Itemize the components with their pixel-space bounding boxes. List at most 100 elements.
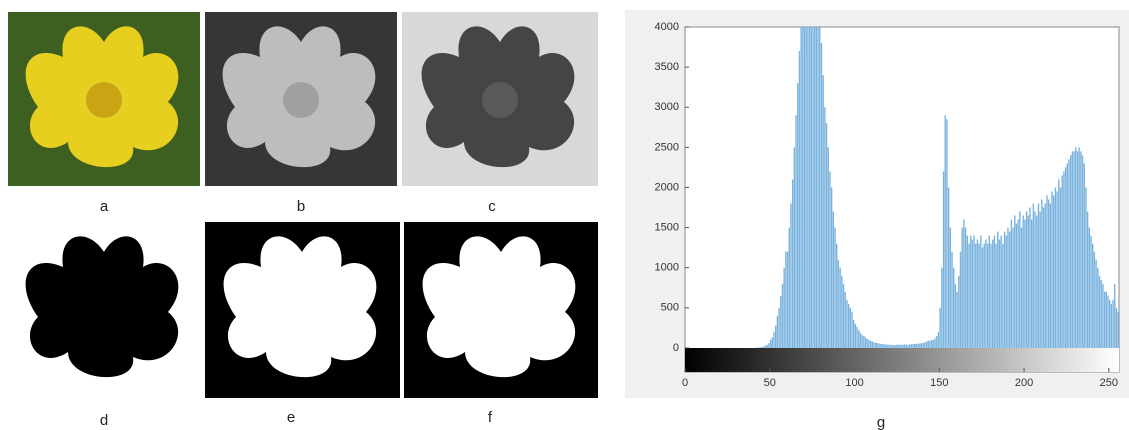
- bar: [802, 0, 803, 348]
- bar: [772, 338, 773, 348]
- bar: [909, 344, 910, 348]
- bar: [783, 268, 784, 348]
- bar: [1012, 228, 1013, 348]
- bar: [838, 260, 839, 348]
- bar: [946, 119, 947, 348]
- bar: [873, 342, 874, 348]
- bar: [1106, 292, 1107, 348]
- bar: [1033, 204, 1034, 348]
- bar: [919, 344, 920, 348]
- bar: [1085, 187, 1086, 347]
- bar: [887, 345, 888, 348]
- bar: [817, 11, 818, 348]
- bar: [943, 171, 944, 348]
- bar: [936, 336, 937, 348]
- bar: [907, 345, 908, 348]
- bar: [945, 115, 946, 348]
- bar: [1097, 268, 1098, 348]
- bar: [924, 342, 925, 348]
- bar: [1101, 280, 1102, 348]
- bar: [1067, 163, 1068, 348]
- bar: [809, 0, 810, 348]
- bar: [767, 345, 768, 348]
- image-b: [205, 12, 397, 186]
- bar: [1111, 304, 1112, 348]
- bar: [795, 115, 796, 348]
- bar: [765, 346, 766, 348]
- bar: [785, 252, 786, 348]
- bar: [929, 341, 930, 348]
- bar: [1056, 191, 1057, 347]
- bar: [1036, 216, 1037, 348]
- bar: [926, 342, 927, 348]
- bar: [975, 244, 976, 348]
- bar: [860, 333, 861, 348]
- bar: [1063, 171, 1064, 348]
- bar: [892, 345, 893, 348]
- bar: [861, 335, 862, 348]
- x-tick-label: 50: [764, 377, 776, 389]
- bar: [1090, 236, 1091, 348]
- bar: [804, 0, 805, 348]
- bar: [967, 236, 968, 348]
- bar: [1039, 212, 1040, 348]
- bar: [780, 296, 781, 348]
- bar: [1060, 187, 1061, 347]
- bar: [1023, 216, 1024, 348]
- bar: [821, 43, 822, 348]
- bar: [1109, 300, 1110, 348]
- bar: [789, 228, 790, 348]
- bar: [812, 0, 813, 348]
- bar: [836, 244, 837, 348]
- bar: [878, 344, 879, 348]
- bar: [1094, 252, 1095, 348]
- bar: [1009, 232, 1010, 348]
- bar: [1004, 232, 1005, 348]
- bar: [928, 341, 929, 348]
- bar: [1031, 220, 1032, 348]
- bar: [822, 75, 823, 348]
- bar: [872, 342, 873, 348]
- y-tick-label: 1000: [655, 262, 679, 274]
- bar: [899, 345, 900, 348]
- bar: [1021, 228, 1022, 348]
- bar: [985, 240, 986, 348]
- bar: [828, 147, 829, 348]
- bar: [1099, 276, 1100, 348]
- bar: [848, 304, 849, 348]
- bar: [934, 338, 935, 348]
- bar: [1089, 228, 1090, 348]
- bar: [1016, 224, 1017, 348]
- bar: [1046, 195, 1047, 347]
- bar: [963, 220, 964, 348]
- bar: [914, 344, 915, 348]
- bar: [1002, 244, 1003, 348]
- bar: [997, 232, 998, 348]
- y-tick-label: 0: [673, 342, 679, 354]
- bar: [797, 83, 798, 348]
- bar: [1087, 212, 1088, 348]
- bar: [782, 284, 783, 348]
- bar: [950, 228, 951, 348]
- colorbar: [685, 348, 1119, 372]
- bar: [839, 268, 840, 348]
- bar: [972, 240, 973, 348]
- bar: [951, 252, 952, 348]
- x-tick-label: 0: [682, 377, 688, 389]
- bar: [826, 123, 827, 348]
- bar: [853, 320, 854, 348]
- bar: [843, 284, 844, 348]
- bar: [1062, 175, 1063, 348]
- bar: [956, 292, 957, 348]
- bar: [870, 341, 871, 348]
- y-tick-label: 4000: [655, 21, 679, 33]
- bar: [885, 344, 886, 348]
- bar: [1107, 296, 1108, 348]
- bar: [906, 345, 907, 348]
- bar: [989, 236, 990, 348]
- bar: [865, 338, 866, 348]
- bar: [1026, 212, 1027, 348]
- bar: [1038, 204, 1039, 348]
- bar: [904, 344, 905, 348]
- image-f: [404, 222, 598, 398]
